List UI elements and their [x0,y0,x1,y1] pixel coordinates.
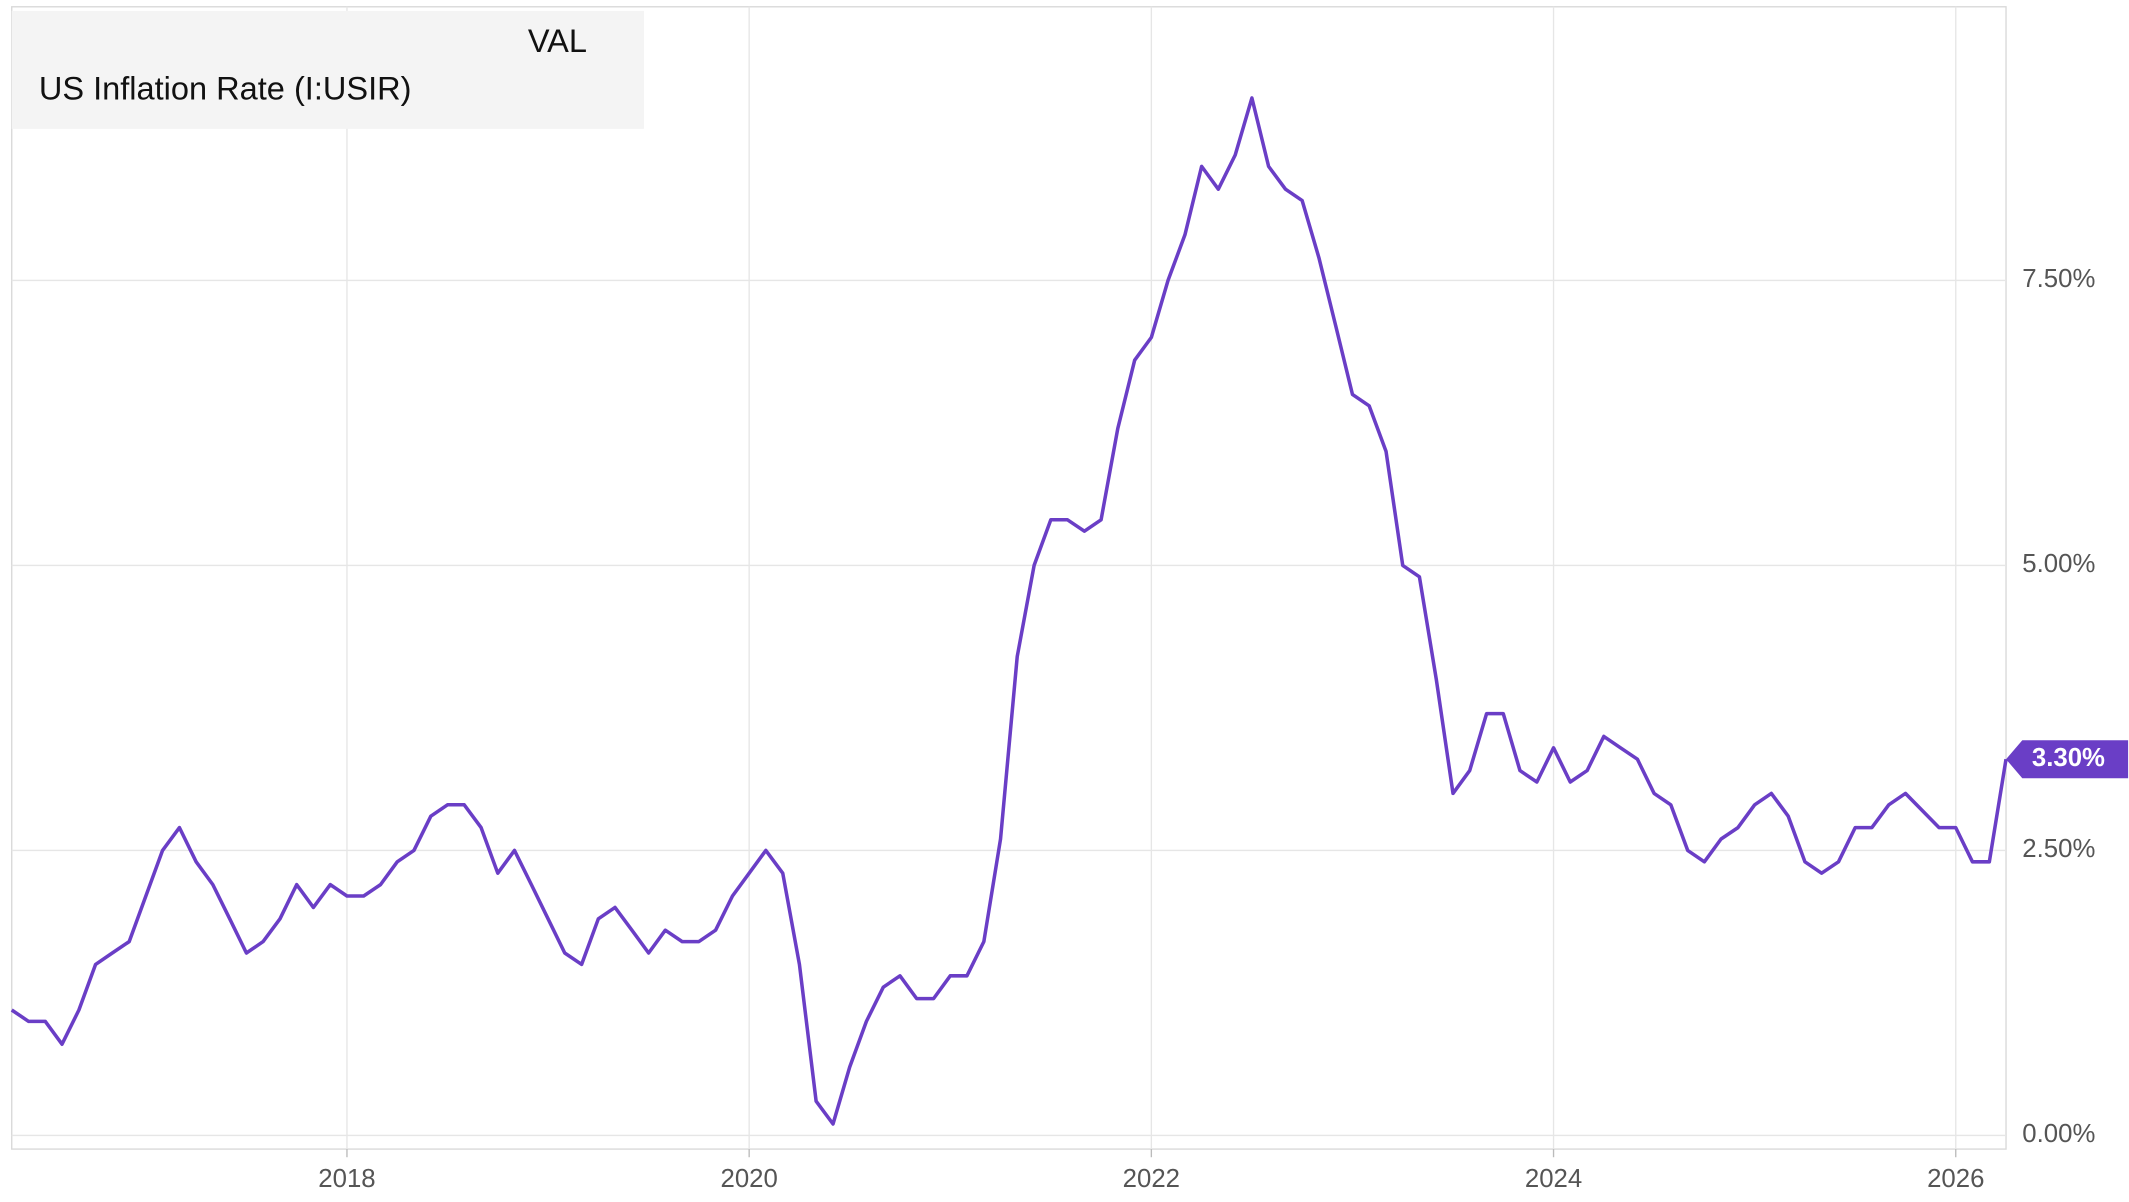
plot-frame [11,6,2007,1150]
x-tick-label: 2018 [318,1165,375,1193]
y-tick-label: 5.00% [2022,550,2095,578]
legend-box [11,10,644,129]
value-tag [2006,740,2129,779]
y-tick-label: 7.50% [2022,265,2095,293]
y-tick-label: 0.00% [2022,1120,2095,1148]
lines: 3.30% [10,96,2129,1126]
series-line [10,96,2008,1126]
x-tick-label: 2020 [720,1165,777,1193]
x-tick-label: 2026 [1927,1165,1984,1193]
value-label: 3.30% [2032,744,2105,772]
y-tick-label: 2.50% [2022,835,2095,863]
legend-name: US Inflation Rate (I:USIR) [39,70,412,106]
legend-header: VAL [528,23,587,59]
x-tick-label: 2022 [1123,1165,1180,1193]
grid [11,6,2007,1158]
x-tick-label: 2024 [1525,1165,1582,1193]
